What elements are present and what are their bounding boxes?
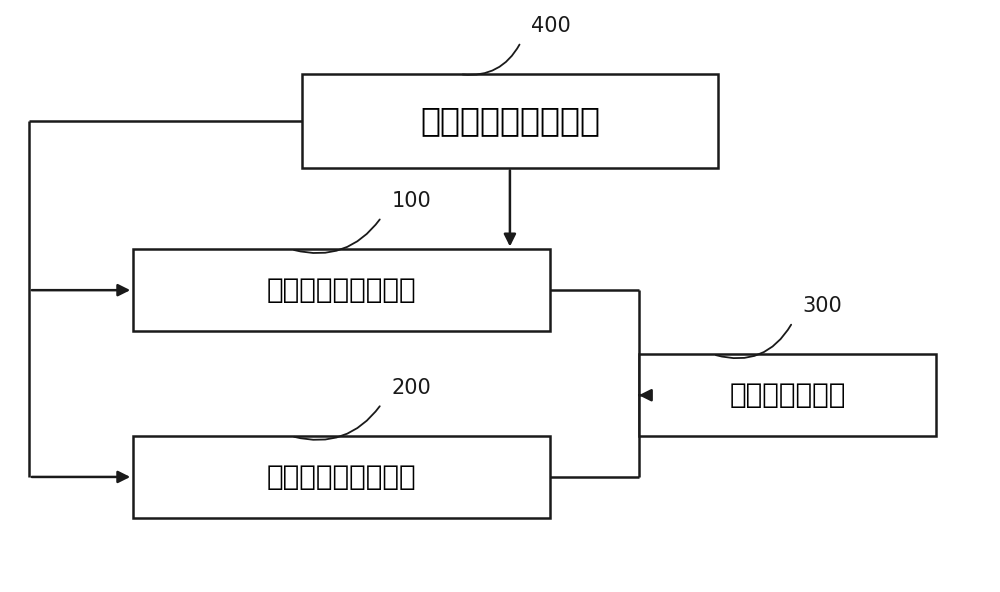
Text: 100: 100 bbox=[391, 191, 431, 211]
Bar bbox=[302, 74, 718, 168]
Text: 正压生成及调节单元: 正压生成及调节单元 bbox=[267, 276, 416, 304]
Text: 墨路及喷头单元: 墨路及喷头单元 bbox=[729, 381, 846, 409]
Text: 气路及墨路控制单元: 气路及墨路控制单元 bbox=[420, 104, 600, 137]
Bar bbox=[133, 249, 550, 331]
Text: 200: 200 bbox=[391, 378, 431, 398]
Bar bbox=[133, 436, 550, 518]
Text: 负压生成及调节单元: 负压生成及调节单元 bbox=[267, 463, 416, 491]
Bar bbox=[639, 355, 936, 436]
Text: 300: 300 bbox=[802, 297, 842, 317]
Text: 400: 400 bbox=[531, 16, 570, 36]
